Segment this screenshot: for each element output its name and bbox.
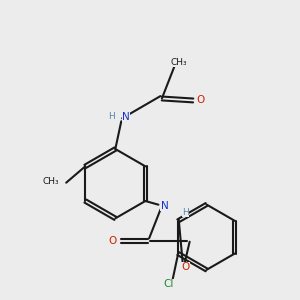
Text: H: H	[108, 112, 114, 121]
Text: O: O	[196, 95, 205, 105]
Text: Cl: Cl	[164, 279, 174, 289]
Text: CH₃: CH₃	[170, 58, 187, 67]
Text: O: O	[109, 236, 117, 246]
Text: N: N	[160, 201, 168, 211]
Text: N: N	[122, 112, 130, 122]
Text: CH₃: CH₃	[43, 177, 59, 186]
Text: O: O	[181, 262, 189, 272]
Text: H: H	[182, 208, 189, 217]
